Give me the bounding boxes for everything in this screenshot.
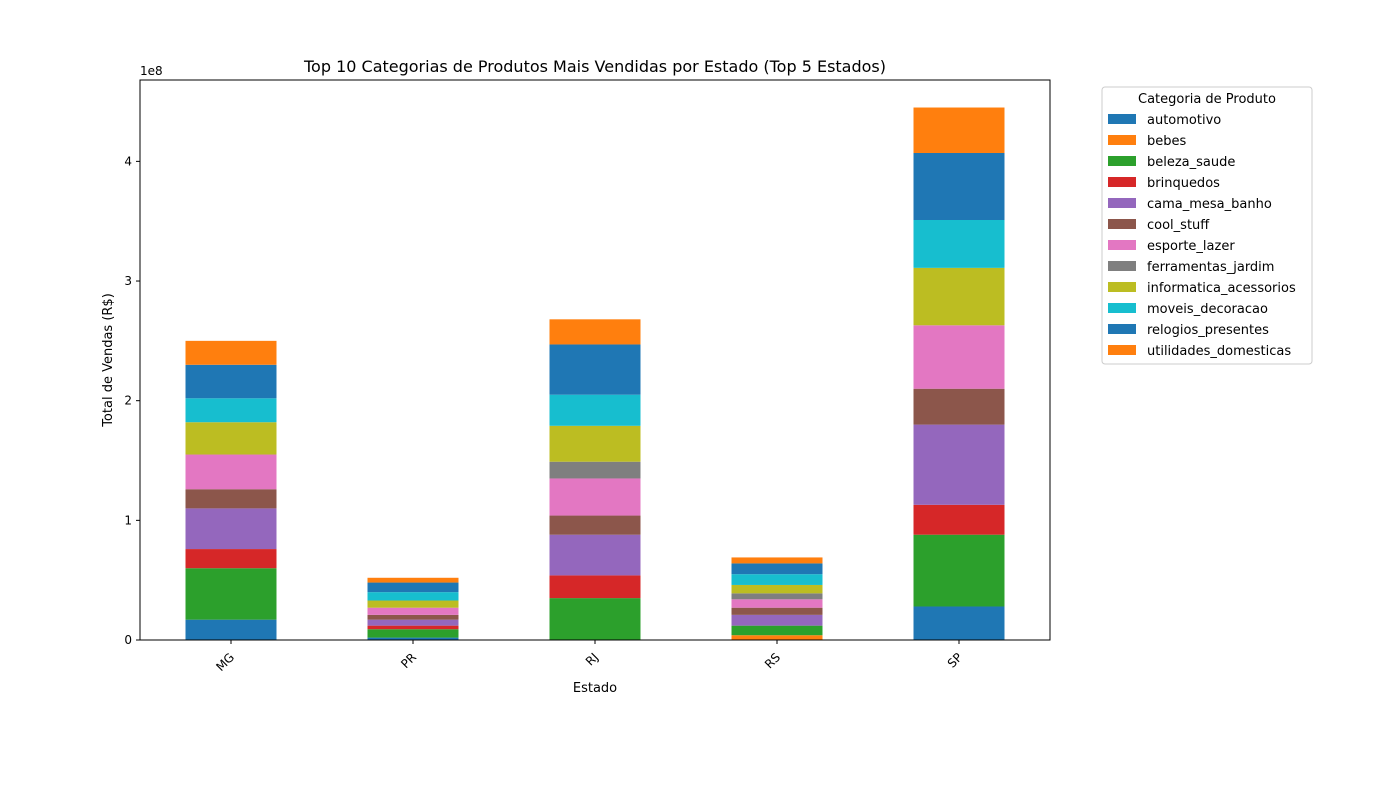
bar-segment-pr-relogios-presentes bbox=[367, 582, 459, 593]
bar-segment-sp-esporte-lazer bbox=[913, 325, 1005, 389]
legend-swatch-utilidades-domesticas bbox=[1108, 345, 1136, 355]
legend-label-brinquedos: brinquedos bbox=[1147, 176, 1220, 191]
bar-segment-rs-cama-mesa-banho bbox=[731, 614, 823, 626]
bar-segment-rs-bebes bbox=[731, 635, 823, 640]
bar-segment-mg-cama-mesa-banho bbox=[185, 508, 277, 550]
bar-segment-rs-informatica-acessorios bbox=[731, 584, 823, 594]
x-axis-label: Estado bbox=[573, 681, 617, 696]
bar-segment-rs-esporte-lazer bbox=[731, 599, 823, 608]
legend-box bbox=[1101, 86, 1313, 365]
bar-segment-pr-cama-mesa-banho bbox=[367, 619, 459, 626]
bar-segment-rs-cool-stuff bbox=[731, 607, 823, 615]
bar-segment-rj-brinquedos bbox=[549, 575, 641, 599]
legend-swatch-informatica-acessorios bbox=[1108, 282, 1136, 292]
bar-segment-rj-cama-mesa-banho bbox=[549, 534, 641, 576]
bar-segment-pr-brinquedos bbox=[367, 625, 459, 630]
bar-segment-pr-automotivo bbox=[367, 637, 459, 640]
bar-segment-pr-beleza-saude bbox=[367, 629, 459, 638]
y-tick-label: 3 bbox=[124, 274, 132, 288]
chart-title: Top 10 Categorias de Produtos Mais Vendi… bbox=[303, 57, 886, 76]
legend-label-automotivo: automotivo bbox=[1147, 113, 1221, 128]
legend-label-ferramentas-jardim: ferramentas_jardim bbox=[1147, 260, 1274, 275]
y-tick-label: 0 bbox=[124, 633, 132, 647]
legend-label-moveis-decoracao: moveis_decoracao bbox=[1147, 302, 1268, 317]
bar-segment-sp-utilidades-domesticas bbox=[913, 107, 1005, 153]
bar-segment-rj-beleza-saude bbox=[549, 598, 641, 640]
y-tick-label: 1 bbox=[124, 513, 132, 527]
bar-segment-sp-cama-mesa-banho bbox=[913, 424, 1005, 505]
bar-segment-sp-informatica-acessorios bbox=[913, 267, 1005, 326]
y-offset-label: 1e8 bbox=[140, 64, 163, 78]
legend-label-utilidades-domesticas: utilidades_domesticas bbox=[1147, 344, 1291, 359]
bars-layer bbox=[185, 107, 1005, 640]
bar-segment-pr-moveis-decoracao bbox=[367, 592, 459, 601]
legend-label-cama-mesa-banho: cama_mesa_banho bbox=[1147, 197, 1272, 212]
bar-segment-sp-automotivo bbox=[913, 606, 1005, 640]
bar-segment-sp-beleza-saude bbox=[913, 534, 1005, 607]
y-axis-label: Total de Vendas (R$) bbox=[101, 293, 116, 428]
bar-segment-mg-relogios-presentes bbox=[185, 364, 277, 399]
bar-segment-rj-informatica-acessorios bbox=[549, 425, 641, 462]
bar-segment-pr-esporte-lazer bbox=[367, 607, 459, 615]
bar-segment-rj-utilidades-domesticas bbox=[549, 319, 641, 345]
bar-segment-rs-beleza-saude bbox=[731, 625, 823, 636]
bar-segment-mg-esporte-lazer bbox=[185, 454, 277, 490]
bar-segment-rj-cool-stuff bbox=[549, 515, 641, 535]
legend-label-cool-stuff: cool_stuff bbox=[1147, 218, 1210, 233]
legend-swatch-automotivo bbox=[1108, 114, 1136, 124]
bar-segment-rs-moveis-decoracao bbox=[731, 574, 823, 585]
y-tick-label: 2 bbox=[124, 394, 132, 408]
bar-segment-mg-informatica-acessorios bbox=[185, 422, 277, 455]
legend-swatch-cama-mesa-banho bbox=[1108, 198, 1136, 208]
bar-segment-rj-relogios-presentes bbox=[549, 344, 641, 395]
legend-swatch-relogios-presentes bbox=[1108, 324, 1136, 334]
bar-segment-mg-utilidades-domesticas bbox=[185, 340, 277, 365]
bar-segment-rj-esporte-lazer bbox=[549, 478, 641, 516]
legend-swatch-bebes bbox=[1108, 135, 1136, 145]
legend-swatch-esporte-lazer bbox=[1108, 240, 1136, 250]
legend-label-beleza-saude: beleza_saude bbox=[1147, 155, 1235, 170]
bar-segment-rs-ferramentas-jardim bbox=[731, 593, 823, 600]
legend-swatch-beleza-saude bbox=[1108, 156, 1136, 166]
bar-segment-pr-cool-stuff bbox=[367, 614, 459, 620]
bar-segment-sp-relogios-presentes bbox=[913, 152, 1005, 220]
legend-label-informatica-acessorios: informatica_acessorios bbox=[1147, 281, 1296, 296]
bar-segment-sp-brinquedos bbox=[913, 504, 1005, 535]
bar-segment-rs-utilidades-domesticas bbox=[731, 557, 823, 564]
bar-segment-pr-utilidades-domesticas bbox=[367, 577, 459, 583]
bar-segment-rj-moveis-decoracao bbox=[549, 394, 641, 426]
bar-segment-mg-brinquedos bbox=[185, 549, 277, 569]
bar-segment-rs-relogios-presentes bbox=[731, 563, 823, 575]
legend-items: automotivo bebes beleza_saude brinquedos cam… bbox=[1108, 113, 1296, 359]
y-axis: 0 1 2 3 4 bbox=[124, 154, 140, 647]
bar-segment-mg-moveis-decoracao bbox=[185, 398, 277, 423]
legend-label-esporte-lazer: esporte_lazer bbox=[1147, 239, 1235, 254]
bar-segment-rj-ferramentas-jardim bbox=[549, 461, 641, 479]
legend-swatch-ferramentas-jardim bbox=[1108, 261, 1136, 271]
legend-swatch-brinquedos bbox=[1108, 177, 1136, 187]
legend-label-relogios-presentes: relogios_presentes bbox=[1147, 323, 1269, 338]
bar-segment-mg-beleza-saude bbox=[185, 568, 277, 620]
legend: Categoria de Produto automotivo bebes bele… bbox=[1101, 86, 1313, 365]
bar-segment-sp-moveis-decoracao bbox=[913, 220, 1005, 268]
legend-title: Categoria de Produto bbox=[1138, 92, 1276, 107]
bar-segment-mg-cool-stuff bbox=[185, 489, 277, 509]
bar-segment-pr-informatica-acessorios bbox=[367, 600, 459, 608]
bar-segment-mg-automotivo bbox=[185, 619, 277, 640]
y-tick-label: 4 bbox=[124, 154, 132, 168]
legend-swatch-cool-stuff bbox=[1108, 219, 1136, 229]
bar-segment-sp-cool-stuff bbox=[913, 388, 1005, 425]
legend-swatch-moveis-decoracao bbox=[1108, 303, 1136, 313]
legend-label-bebes: bebes bbox=[1147, 134, 1187, 149]
